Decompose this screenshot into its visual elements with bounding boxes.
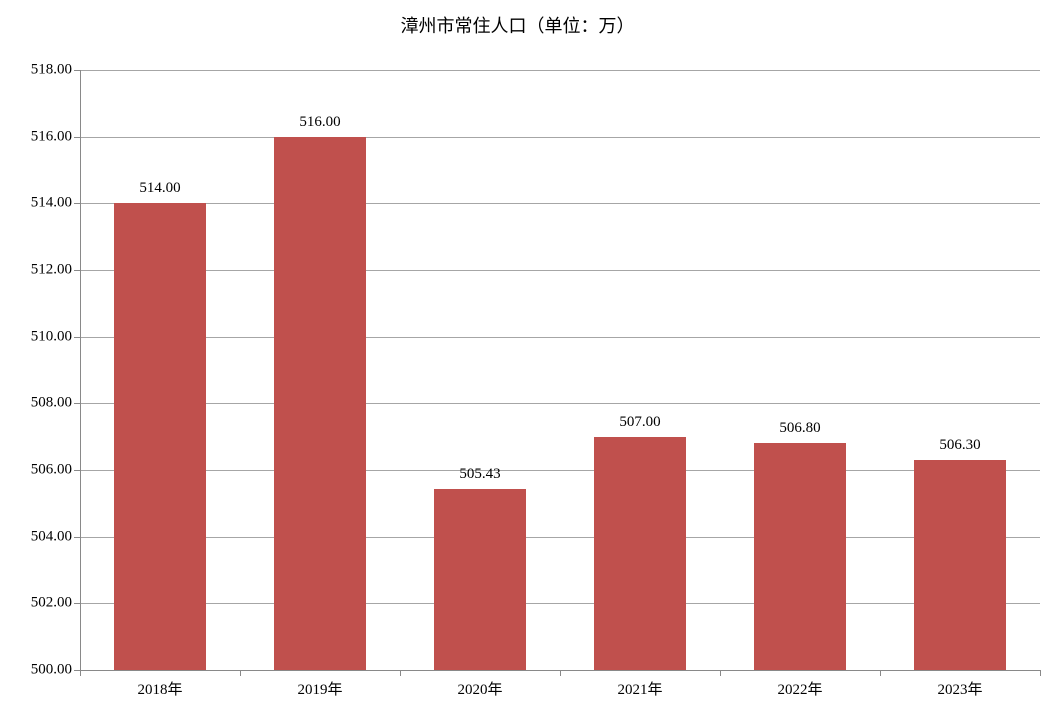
bar (114, 203, 207, 670)
gridline (80, 203, 1040, 204)
bar (434, 489, 527, 670)
plot-area: 500.00502.00504.00506.00508.00510.00512.… (80, 70, 1040, 670)
bar-value-label: 516.00 (299, 114, 340, 137)
bar-value-label: 507.00 (619, 414, 660, 437)
gridline (80, 470, 1040, 471)
xtick-label: 2022年 (777, 670, 822, 699)
xtick-mark (1040, 670, 1041, 676)
gridline (80, 270, 1040, 271)
xtick-mark (400, 670, 401, 676)
ytick-label: 502.00 (31, 595, 80, 612)
ytick-label: 514.00 (31, 195, 80, 212)
ytick-label: 512.00 (31, 262, 80, 279)
bar (594, 437, 687, 670)
chart-title: 漳州市常住人口（单位：万） (0, 12, 1035, 38)
ytick-label: 516.00 (31, 128, 80, 145)
ytick-label: 518.00 (31, 62, 80, 79)
ytick-label: 504.00 (31, 528, 80, 545)
xtick-mark (240, 670, 241, 676)
gridline (80, 70, 1040, 71)
gridline (80, 537, 1040, 538)
ytick-label: 510.00 (31, 328, 80, 345)
xtick-label: 2021年 (617, 670, 662, 699)
xtick-label: 2018年 (137, 670, 182, 699)
y-axis-line (80, 70, 81, 670)
ytick-label: 506.00 (31, 462, 80, 479)
xtick-mark (720, 670, 721, 676)
gridline (80, 403, 1040, 404)
ytick-label: 500.00 (31, 662, 80, 679)
bar (274, 137, 367, 670)
gridline (80, 603, 1040, 604)
chart-container: 漳州市常住人口（单位：万） 500.00502.00504.00506.0050… (0, 0, 1055, 716)
bar-value-label: 505.43 (459, 466, 500, 489)
bar-value-label: 506.30 (939, 437, 980, 460)
bar (754, 443, 847, 670)
xtick-label: 2020年 (457, 670, 502, 699)
xtick-label: 2019年 (297, 670, 342, 699)
xtick-label: 2023年 (937, 670, 982, 699)
bar (914, 460, 1007, 670)
xtick-mark (80, 670, 81, 676)
ytick-label: 508.00 (31, 395, 80, 412)
gridline (80, 137, 1040, 138)
xtick-mark (560, 670, 561, 676)
bar-value-label: 514.00 (139, 180, 180, 203)
gridline (80, 337, 1040, 338)
xtick-mark (880, 670, 881, 676)
bar-value-label: 506.80 (779, 420, 820, 443)
